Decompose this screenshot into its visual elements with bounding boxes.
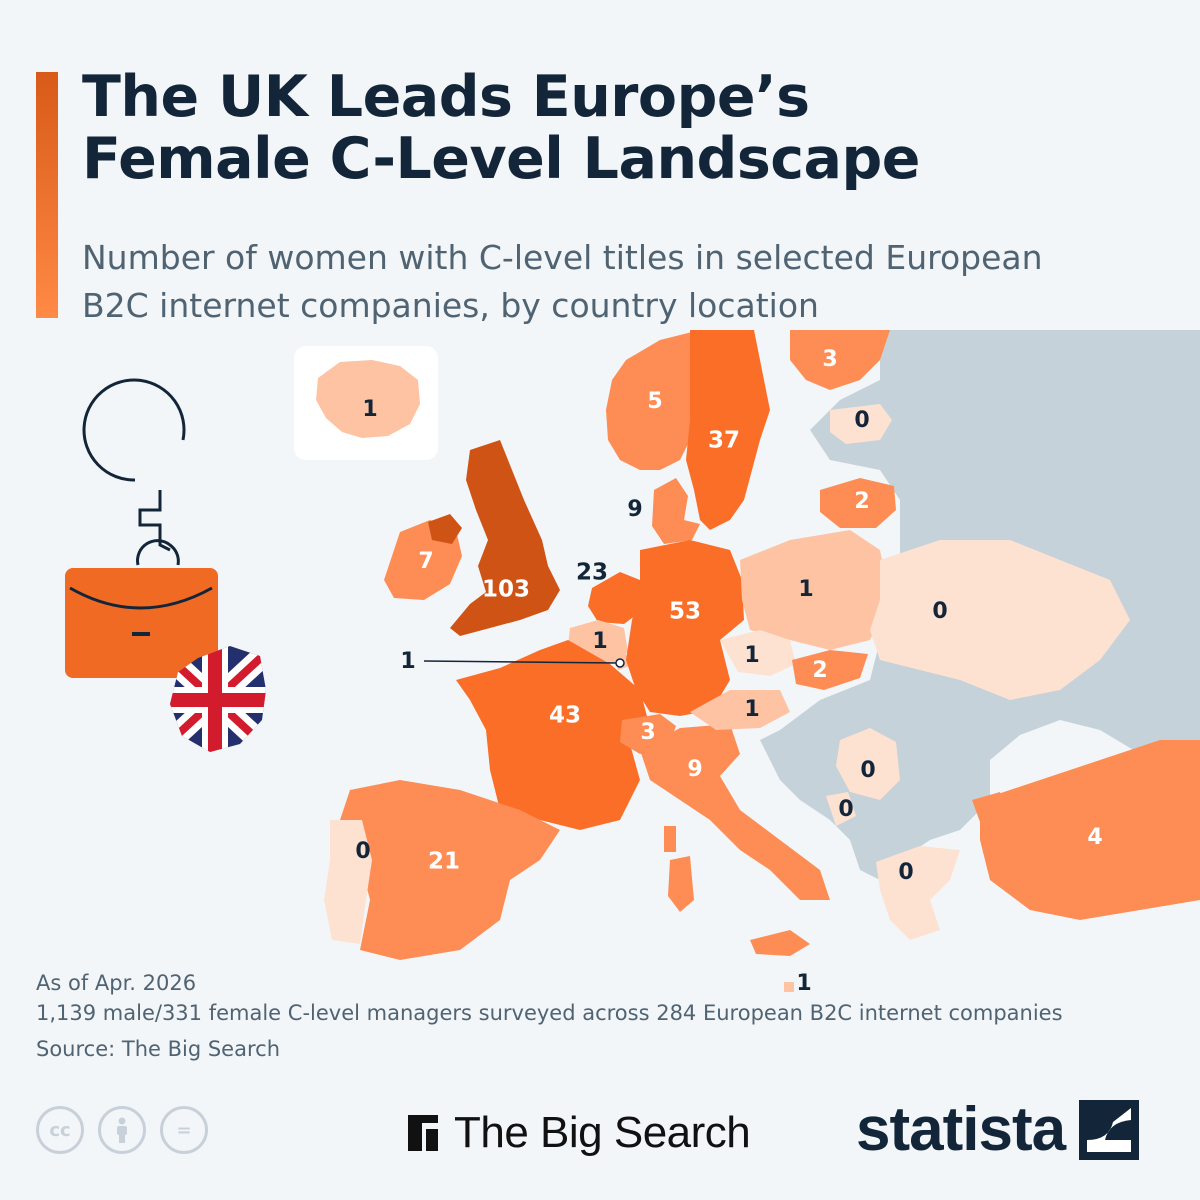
region-northern-ireland	[428, 514, 462, 544]
female-executive-illustration	[65, 378, 266, 752]
value-label-austria: 1	[744, 697, 759, 722]
value-label-poland: 1	[798, 577, 813, 602]
region-poland	[740, 530, 890, 650]
region-spain	[340, 780, 560, 960]
value-label-finland: 3	[822, 347, 837, 372]
briefcase-strap	[69, 586, 213, 610]
value-label-united-kingdom: 103	[482, 577, 530, 603]
region-corsica	[664, 826, 676, 852]
the-big-search-wordmark: The Big Search	[454, 1108, 751, 1157]
statista-logo[interactable]: statista	[856, 1094, 1140, 1165]
region-france	[456, 640, 648, 830]
survey-note: 1,139 male/331 female C-level managers s…	[36, 1001, 1063, 1025]
luxembourg-leader-line	[423, 660, 619, 664]
region-norway	[606, 330, 700, 470]
briefcase-handle	[132, 632, 150, 636]
region-netherlands	[588, 572, 640, 624]
region-portugal	[324, 820, 372, 944]
no-derivatives-icon[interactable]: =	[160, 1106, 208, 1154]
region-slovakia	[792, 650, 868, 690]
region-czechia	[720, 630, 796, 676]
accent-bar	[36, 72, 58, 318]
value-label-turkey: 4	[1087, 825, 1102, 850]
value-label-italy: 9	[687, 757, 702, 782]
cc-icon[interactable]: cc	[36, 1106, 84, 1154]
license-icons: cc =	[36, 1106, 208, 1154]
value-label-slovakia: 2	[812, 658, 827, 683]
region-sicily	[750, 930, 810, 956]
value-label-belgium: 1	[592, 629, 607, 654]
region-finland	[790, 330, 890, 390]
value-label-germany: 53	[669, 599, 701, 625]
region-denmark	[652, 478, 700, 544]
region-austria	[690, 690, 790, 730]
statista-wordmark: statista	[856, 1095, 1066, 1164]
region-montenegro	[826, 792, 856, 826]
statista-mark-icon	[1079, 1099, 1140, 1160]
the-big-search-logo[interactable]: The Big Search	[408, 1108, 751, 1158]
value-label-netherlands: 23	[576, 560, 608, 586]
region-turkey	[980, 740, 1200, 920]
as-of-note: As of Apr. 2026	[36, 971, 197, 995]
value-label-sweden: 37	[708, 428, 740, 454]
footnotes: As of Apr. 2026 1,139 male/331 female C-…	[36, 968, 1063, 1064]
luxembourg-marker	[615, 658, 625, 668]
briefcase-icon	[65, 568, 218, 678]
subtitle-line-2: B2C internet companies, by country locat…	[82, 286, 819, 325]
value-label-iceland: 1	[362, 397, 377, 422]
page-title: The UK Leads Europe’s Female C-Level Lan…	[82, 66, 920, 190]
attribution-icon[interactable]	[98, 1106, 146, 1154]
value-label-serbia: 0	[860, 758, 875, 783]
region-ukraine	[870, 540, 1130, 700]
person-glyph	[117, 1117, 127, 1143]
region-malta	[784, 982, 794, 992]
region-estonia	[830, 404, 892, 444]
value-label-ireland: 7	[418, 549, 433, 574]
source-note: Source: The Big Search	[36, 1037, 281, 1061]
value-label-malta: 1	[796, 971, 811, 996]
value-label-norway: 5	[647, 389, 662, 414]
value-label-montenegro: 0	[838, 797, 853, 822]
value-label-denmark: 9	[627, 497, 642, 522]
page-subtitle: Number of women with C-level titles in s…	[82, 234, 1172, 330]
region-sweden	[686, 330, 770, 530]
subtitle-line-1: Number of women with C-level titles in s…	[82, 238, 1043, 277]
value-label-portugal: 0	[355, 839, 370, 864]
value-label-switzerland: 3	[640, 720, 655, 745]
value-label-france: 43	[549, 703, 581, 729]
region-sardinia	[668, 856, 694, 912]
region-turkey-thrace	[972, 792, 1004, 822]
region-lithuania	[820, 478, 896, 528]
region-greece	[876, 846, 960, 940]
value-label-greece: 0	[898, 860, 913, 885]
the-big-search-mark-icon	[408, 1115, 444, 1151]
value-label-estonia: 0	[854, 408, 869, 433]
title-line-1: The UK Leads Europe’s	[82, 64, 810, 130]
value-label-luxembourg: 1	[400, 649, 415, 674]
value-label-spain: 21	[428, 849, 460, 875]
region-serbia	[836, 728, 900, 800]
region-iceland	[316, 360, 420, 438]
value-label-ukraine: 0	[932, 599, 947, 624]
value-label-lithuania: 2	[854, 489, 869, 514]
title-line-2: Female C-Level Landscape	[82, 126, 920, 192]
value-label-czechia: 1	[744, 643, 759, 668]
region-italy	[640, 724, 830, 900]
female-symbol-icon	[82, 378, 186, 566]
region-united-kingdom	[450, 440, 560, 636]
region-germany	[626, 540, 744, 716]
